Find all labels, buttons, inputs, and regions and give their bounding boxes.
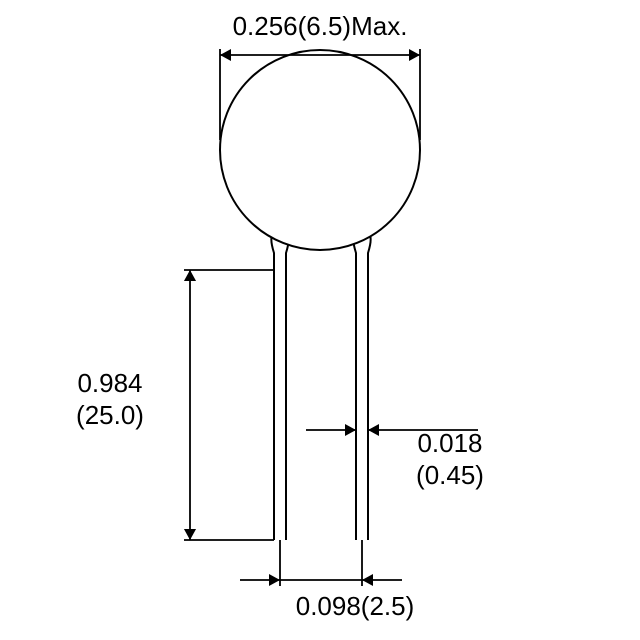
dim-lead-length-in: 0.984 bbox=[77, 368, 142, 398]
dim-lead-diameter-in: 0.018 bbox=[417, 428, 482, 458]
dim-diameter-label: 0.256(6.5)Max. bbox=[233, 11, 408, 41]
dim-lead-diameter-mm: (0.45) bbox=[416, 460, 484, 490]
dim-lead-spacing-label: 0.098(2.5) bbox=[296, 591, 415, 621]
dim-lead-length-mm: (25.0) bbox=[76, 400, 144, 430]
